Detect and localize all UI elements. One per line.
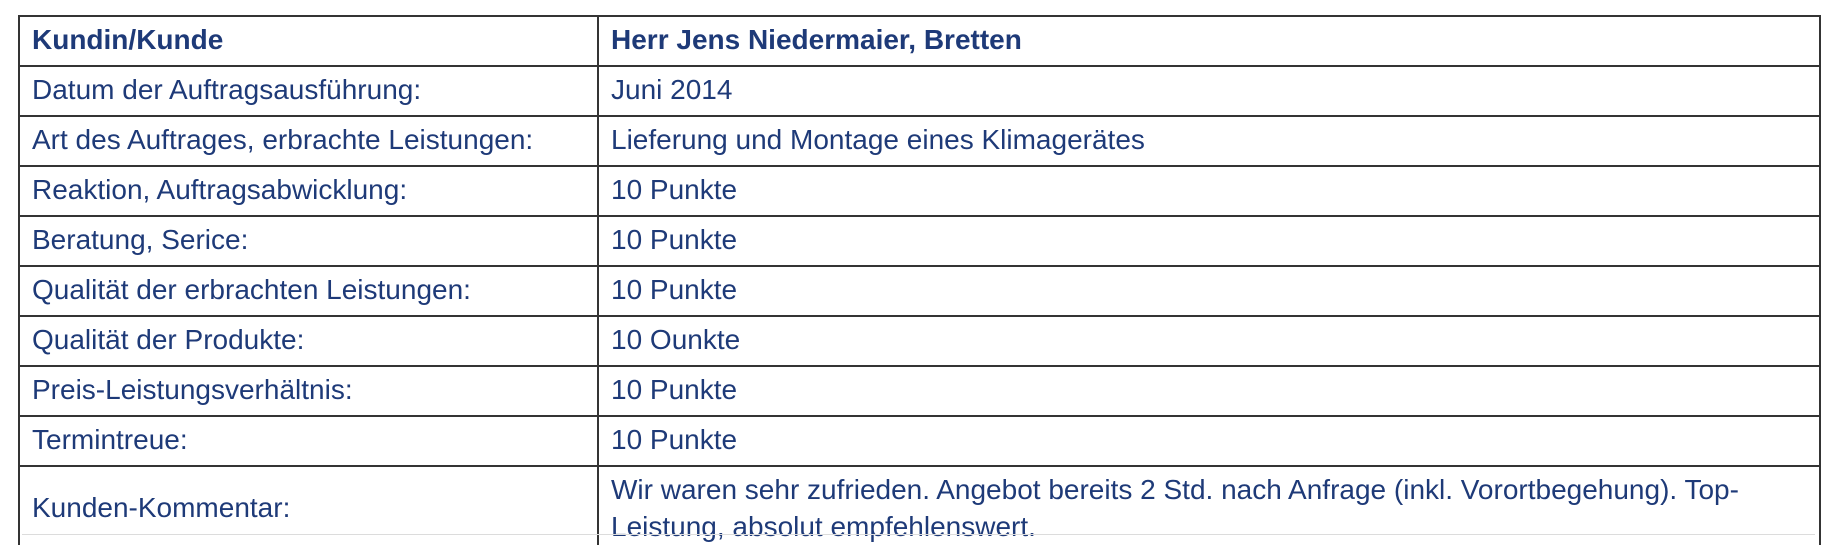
row-value: 10 Punkte: [597, 264, 1821, 317]
row-value: 10 Punkte: [597, 414, 1821, 467]
row-label: Kunden-Kommentar:: [18, 464, 599, 545]
page-divider-line: [22, 534, 1815, 535]
row-label: Reaktion, Auftragsabwicklung:: [18, 164, 599, 217]
table-row: Art des Auftrages, erbrachte Leistungen:…: [18, 114, 1821, 167]
row-label: Termintreue:: [18, 414, 599, 467]
row-label: Beratung, Serice:: [18, 214, 599, 267]
table-row: Qualität der erbrachten Leistungen: 10 Pu…: [18, 264, 1821, 317]
row-value: 10 Punkte: [597, 164, 1821, 217]
feedback-table-body: Kundin/Kunde Herr Jens Niedermaier, Brett…: [18, 15, 1821, 545]
table-row: Datum der Auftragsausführung: Juni 2014: [18, 64, 1821, 117]
table-row: Reaktion, Auftragsabwicklung: 10 Punkte: [18, 164, 1821, 217]
row-value: 10 Ounkte: [597, 314, 1821, 367]
row-label: Qualität der erbrachten Leistungen:: [18, 264, 599, 317]
row-label: Kundin/Kunde: [18, 15, 599, 67]
row-label: Qualität der Produkte:: [18, 314, 599, 367]
table-row: Kunden-Kommentar: Wir waren sehr zufriede…: [18, 464, 1821, 545]
table-row: Kundin/Kunde Herr Jens Niedermaier, Brett…: [18, 15, 1821, 67]
row-label: Preis-Leistungsverhältnis:: [18, 364, 599, 417]
row-label: Art des Auftrages, erbrachte Leistungen:: [18, 114, 599, 167]
row-value: Herr Jens Niedermaier, Bretten: [597, 15, 1821, 67]
table-row: Preis-Leistungsverhältnis: 10 Punkte: [18, 364, 1821, 417]
table-row: Termintreue: 10 Punkte: [18, 414, 1821, 467]
table-row: Qualität der Produkte: 10 Ounkte: [18, 314, 1821, 367]
row-value: Lieferung und Montage eines Klimagerätes: [597, 114, 1821, 167]
customer-feedback-table: Kundin/Kunde Herr Jens Niedermaier, Brett…: [18, 15, 1821, 545]
row-value: Juni 2014: [597, 64, 1821, 117]
row-label: Datum der Auftragsausführung:: [18, 64, 599, 117]
table-row: Beratung, Serice: 10 Punkte: [18, 214, 1821, 267]
row-value: 10 Punkte: [597, 214, 1821, 267]
row-value: Wir waren sehr zufrieden. Angebot bereit…: [597, 464, 1821, 545]
row-value: 10 Punkte: [597, 364, 1821, 417]
